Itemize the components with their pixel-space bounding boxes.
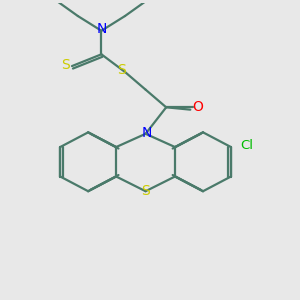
Text: S: S — [117, 64, 126, 77]
Text: S: S — [141, 184, 150, 198]
Text: O: O — [193, 100, 203, 114]
Text: N: N — [142, 126, 152, 140]
Text: S: S — [61, 58, 70, 73]
Text: N: N — [96, 22, 106, 36]
Text: Cl: Cl — [241, 139, 254, 152]
